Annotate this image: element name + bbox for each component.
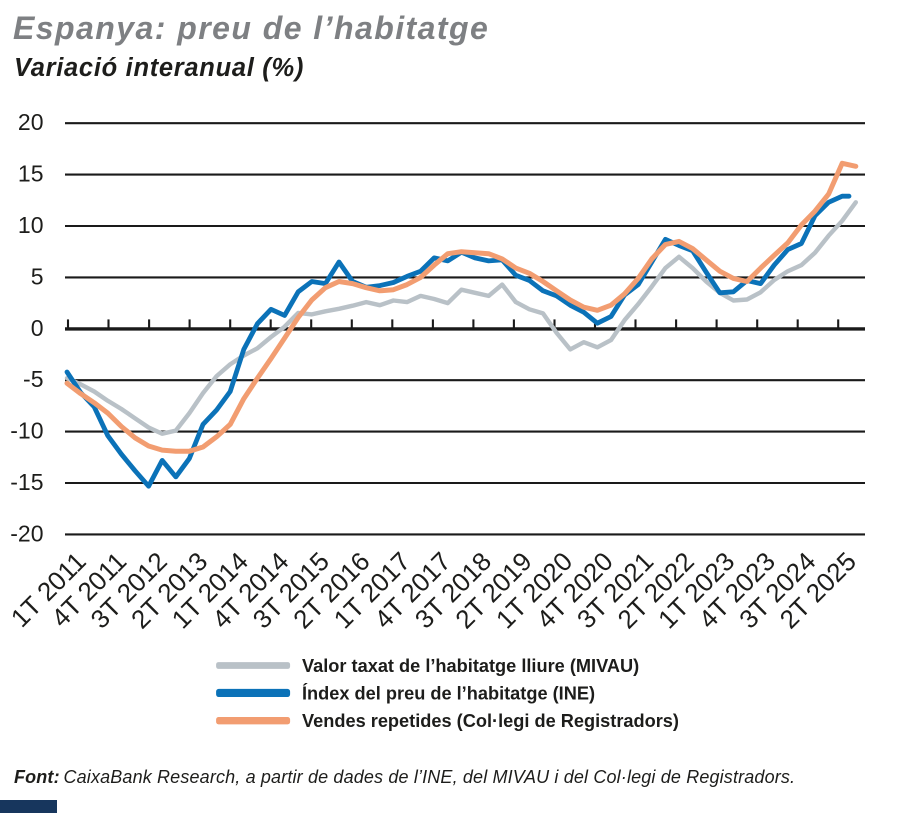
svg-text:-5: -5 <box>23 366 43 392</box>
svg-text:15: 15 <box>18 161 44 187</box>
svg-text:-20: -20 <box>10 520 43 546</box>
svg-text:0: 0 <box>31 315 44 341</box>
svg-text:-15: -15 <box>10 469 43 495</box>
svg-text:Índex del preu de l’habitatge: Índex del preu de l’habitatge (INE) <box>302 682 595 703</box>
svg-text:Valor taxat de l’habitatge lli: Valor taxat de l’habitatge lliure (MIVAU… <box>302 656 639 676</box>
svg-text:-10: -10 <box>10 418 43 444</box>
svg-text:20: 20 <box>18 109 44 135</box>
svg-text:10: 10 <box>18 212 44 238</box>
svg-text:Vendes repetides (Col·legi de: Vendes repetides (Col·legi de Registrado… <box>302 711 679 731</box>
svg-text:5: 5 <box>31 263 44 289</box>
